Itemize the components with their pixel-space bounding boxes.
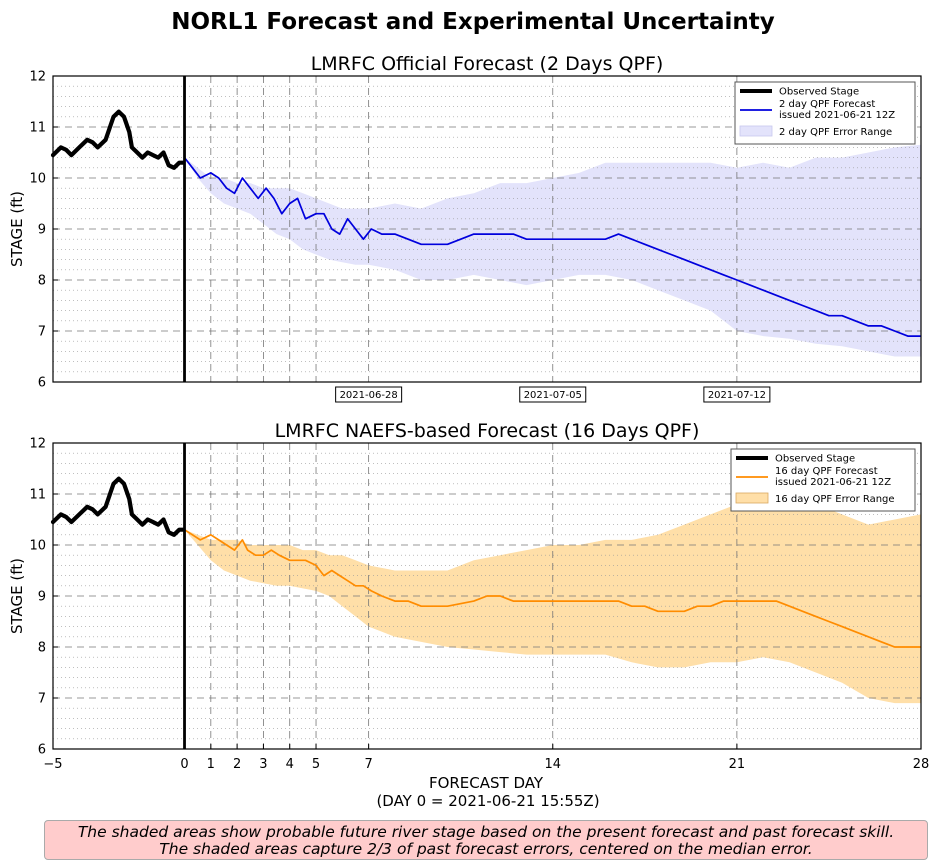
naefs-panel-title: LMRFC NAEFS-based Forecast (16 Days QPF): [275, 420, 700, 442]
official-legend-band-label: 2 day QPF Error Range: [779, 127, 892, 138]
naefs-x-tick-label: 28: [913, 757, 930, 772]
naefs-x-tick-label: 3: [259, 757, 267, 772]
official-y-tick-label: 7: [38, 325, 46, 340]
official-date-label: 2021-07-05: [524, 390, 582, 401]
naefs-y-tick-label: 10: [29, 539, 46, 554]
official-y-tick-label: 9: [38, 223, 46, 238]
naefs-x-tick-label: 5: [312, 757, 320, 772]
official-y-tick-label: 12: [29, 70, 46, 85]
naefs-y-axis-label: STAGE (ft): [8, 558, 26, 634]
naefs-x-tick-label: 4: [286, 757, 294, 772]
naefs-x-tick-label: 2: [233, 757, 241, 772]
naefs-forecast-line: [184, 528, 921, 648]
naefs-y-tick-label: 7: [38, 692, 46, 707]
explanation-note: The shaded areas show probable future ri…: [44, 820, 928, 860]
naefs-observed-line: [50, 476, 186, 537]
official-legend-band-swatch: [739, 125, 773, 137]
x-axis-sublabel: (DAY 0 = 2021-06-21 15:55Z): [376, 792, 599, 810]
naefs-y-tick-label: 6: [38, 743, 46, 758]
figure-title: NORL1 Forecast and Experimental Uncertai…: [171, 9, 774, 35]
naefs-y-tick-label: 11: [29, 488, 46, 503]
official-y-tick-label: 6: [38, 376, 46, 391]
naefs-legend-band-swatch: [735, 492, 769, 504]
official-date-box: [703, 386, 771, 403]
official-legend-forecast-label-issued: issued 2021-06-21 12Z: [779, 110, 895, 121]
official-panel-title: LMRFC Official Forecast (2 Days QPF): [311, 53, 664, 75]
official-forecast-line: [183, 157, 921, 337]
note-line-2: The shaded areas capture 2/3 of past for…: [159, 840, 813, 858]
naefs-x-tick-label: 14: [544, 757, 561, 772]
x-axis-label: FORECAST DAY: [429, 774, 544, 792]
naefs-x-tick-label: −5: [43, 757, 62, 772]
official-y-axis-label: STAGE (ft): [8, 191, 26, 267]
official-y-tick-label: 8: [38, 274, 46, 289]
naefs-legend-forecast-label-issued: issued 2021-06-21 12Z: [775, 477, 891, 488]
official-date-label: 2021-07-12: [708, 390, 766, 401]
official-legend-forecast-label: 2 day QPF Forecast: [779, 99, 875, 110]
official-legend-observed-label: Observed Stage: [779, 87, 859, 98]
official-y-tick-label: 11: [29, 121, 46, 136]
naefs-legend-band-label: 16 day QPF Error Range: [775, 494, 895, 505]
naefs-y-tick-label: 8: [38, 641, 46, 656]
official-date-box: [335, 386, 403, 403]
naefs-y-tick-label: 12: [29, 437, 46, 452]
naefs-x-tick-label: 7: [364, 757, 372, 772]
naefs-x-tick-label: 1: [207, 757, 215, 772]
naefs-legend-observed-label: Observed Stage: [775, 454, 855, 465]
official-forecast-panel: LMRFC Official Forecast (2 Days QPF) STAG…: [8, 53, 922, 403]
official-date-label: 2021-06-28: [340, 390, 398, 401]
naefs-y-tick-label: 9: [38, 590, 46, 605]
official-date-box: [519, 386, 587, 403]
note-line-1: The shaded areas show probable future ri…: [77, 823, 895, 841]
official-observed-line: [50, 109, 186, 170]
naefs-x-tick-label: 21: [729, 757, 746, 772]
naefs-legend-forecast-label: 16 day QPF Forecast: [775, 466, 878, 477]
official-y-tick-label: 10: [29, 172, 46, 187]
naefs-forecast-panel: LMRFC NAEFS-based Forecast (16 Days QPF)…: [8, 420, 929, 772]
naefs-x-tick-label: 0: [180, 757, 188, 772]
